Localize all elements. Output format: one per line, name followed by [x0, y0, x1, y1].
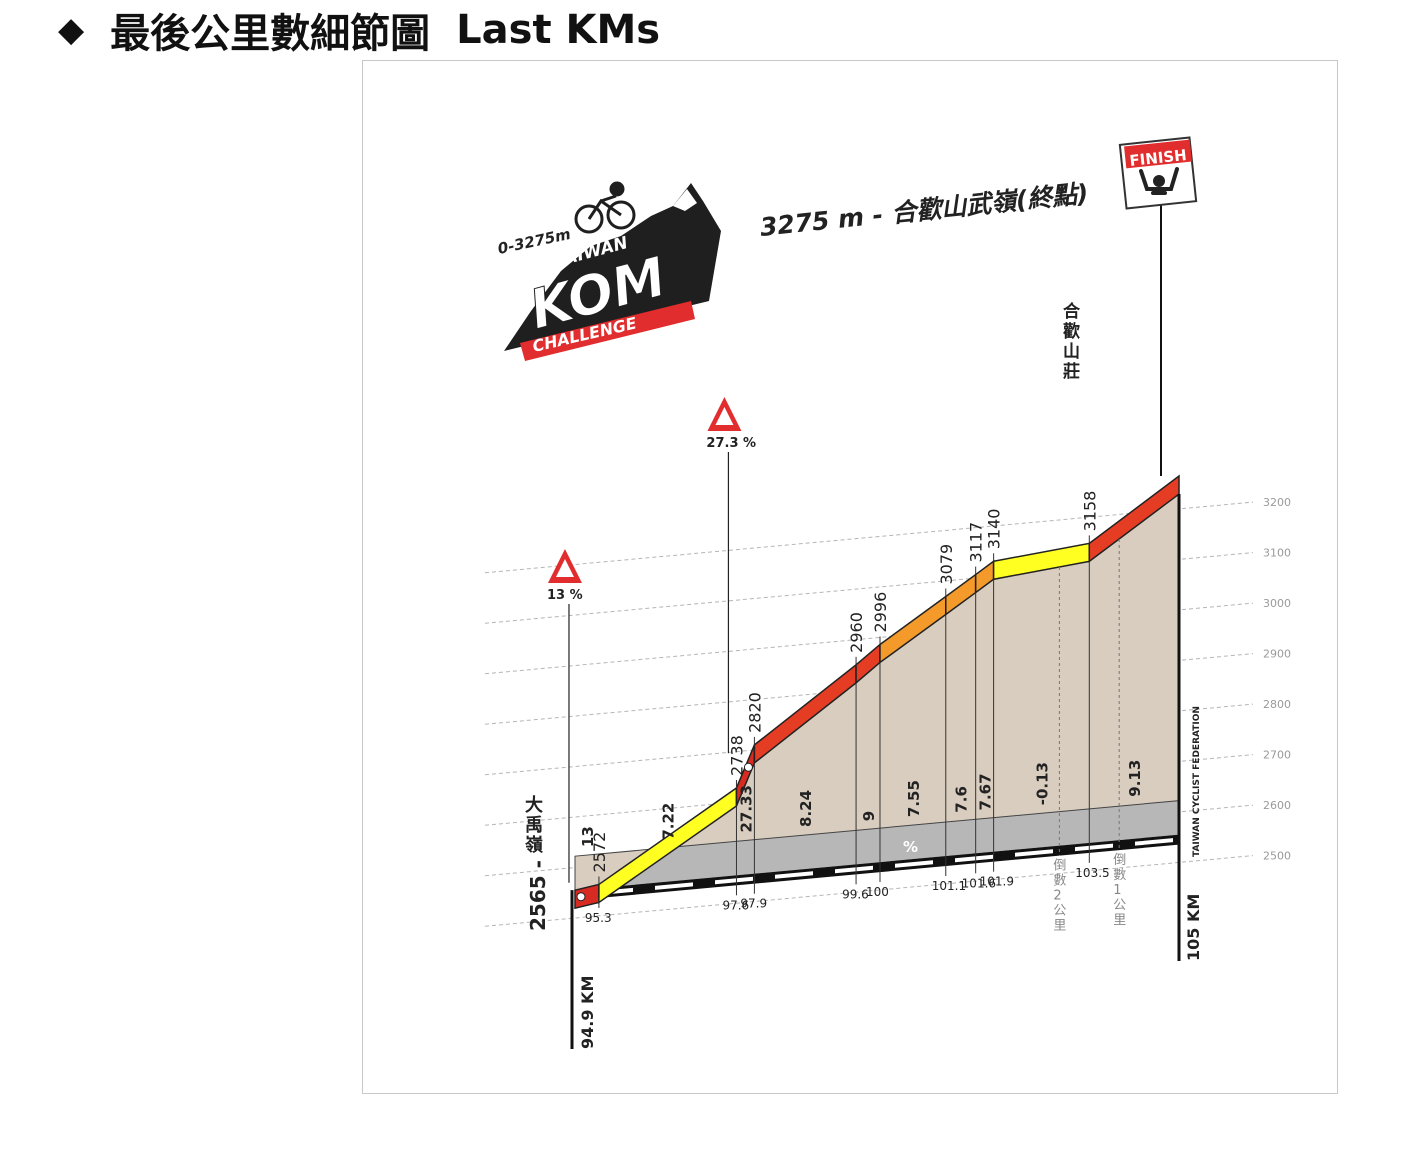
start-place-char: 禹: [525, 815, 543, 836]
km-label: 101.6: [962, 876, 996, 890]
percent-symbol: %: [903, 838, 918, 856]
finish-sign: FINISH: [1118, 136, 1198, 210]
km-strip-dash: [655, 882, 693, 890]
countdown-char: 數: [1113, 868, 1126, 883]
countdown-char: 公: [1113, 898, 1126, 913]
elevation-tick-label: 2900: [1263, 648, 1291, 661]
elevation-value: 2960: [847, 612, 866, 653]
gridline: [484, 602, 1254, 675]
summit-label: 3275 m - 合歡山武嶺(終點): [759, 179, 1090, 242]
km-label: 101.9: [980, 875, 1014, 889]
countdown-char: 里: [1113, 913, 1126, 928]
km-strip-dash: [1015, 849, 1053, 857]
climb-grade: 27.3 %: [706, 436, 756, 451]
elevation-value: 2820: [745, 692, 764, 733]
hehuan-place-char: 歡: [1063, 321, 1080, 342]
hehuan-place-char: 山: [1063, 342, 1080, 362]
start-place-char: 大: [525, 794, 543, 816]
km-label: 95.3: [585, 911, 612, 925]
countdown-char: 數: [1053, 874, 1066, 889]
segment-grade: 7.22: [660, 803, 678, 840]
page-heading: ◆ 最後公里數細節圖 Last KMs: [58, 2, 660, 58]
countdown-char: 倒: [1113, 853, 1126, 868]
start-elevation-label: 2565 -: [526, 860, 550, 931]
km-label: 99.6: [842, 887, 869, 901]
finish-rider-icon: [1139, 167, 1179, 195]
gridline: [484, 855, 1254, 927]
elevation-tick-label: 2600: [1263, 799, 1291, 812]
elevation-value: 2996: [871, 592, 890, 633]
km-strip-dash: [1075, 843, 1113, 852]
hehuan-place-char: 合: [1063, 301, 1081, 322]
percent-strip: [575, 800, 1179, 891]
segment-grade: 8.24: [797, 790, 815, 827]
climb-marker: [743, 762, 753, 772]
km-strip-dash: [775, 871, 813, 879]
diamond-bullet-icon: ◆: [58, 10, 85, 50]
km-label: 103.5: [1075, 866, 1109, 880]
km-base-strip: [575, 834, 1179, 901]
segment-grade: 27.33: [737, 785, 755, 832]
segment-grade: 7.55: [905, 780, 923, 817]
km-label: 97.9: [740, 897, 767, 911]
profile-body: %: [574, 474, 1180, 910]
logo-ribbon: [520, 301, 695, 361]
elevation-value: 2738: [727, 735, 746, 776]
profile-guide-lines: [568, 201, 1181, 1049]
km-strip-dash: [715, 876, 753, 885]
countdown-char: 2: [1053, 889, 1061, 904]
km-label: 97.6: [722, 898, 749, 912]
federation-label: TAIWAN CYCLIST FEDERATION: [1192, 706, 1202, 857]
start-km-label: 94.9 KM: [578, 976, 597, 1049]
countdown-char: 公: [1053, 904, 1066, 919]
elevation-tick-label: 2500: [1263, 850, 1291, 863]
bicycle-icon: [574, 181, 636, 234]
elevation-tick-label: 2800: [1263, 698, 1291, 711]
elevation-value: 3079: [937, 544, 956, 585]
elevation-tick-label: 3000: [1263, 597, 1291, 610]
km-strip-dash: [955, 854, 993, 863]
segment-grade: 9.13: [1126, 760, 1144, 797]
elevation-value: 3117: [967, 522, 986, 563]
km-label: 100: [866, 885, 889, 899]
segment-grade: 7.6: [953, 786, 971, 813]
elevation-value: 3140: [985, 509, 1004, 550]
climb-grade: 13 %: [547, 588, 583, 603]
segment-grade: 7.67: [977, 773, 995, 810]
segment-grade: 13: [579, 826, 597, 847]
finish-label: FINISH: [1129, 146, 1188, 170]
page-title-chinese: 最後公里數細節圖: [110, 11, 431, 57]
countdown-char: 1: [1113, 883, 1121, 898]
km-strip-dash: [895, 860, 933, 868]
start-place-char: 嶺: [525, 835, 543, 856]
countdown-char: 倒: [1053, 859, 1066, 874]
hehuan-place-char: 莊: [1063, 361, 1080, 382]
km-label: 101.1: [932, 879, 966, 893]
profile-frame: 2500 2600 2700 2800 2900 3000 3100 3200 % 2572 2…: [362, 60, 1338, 1094]
km-strip-dash: [1135, 838, 1173, 846]
elevation-tick-label: 3200: [1263, 496, 1291, 509]
page-title-english: Last KMs: [456, 7, 661, 53]
elevation-tick-label: 3100: [1263, 547, 1291, 560]
elevation-tick-label: 2700: [1263, 749, 1291, 762]
elevation-value: 3158: [1080, 491, 1099, 532]
kom-logo: 0-3275m TAIWAN KOM CHALLENGE: [496, 181, 721, 361]
gridline: [484, 552, 1254, 624]
elevation-value: 2572: [590, 832, 609, 873]
km-strip-dash: [835, 865, 873, 874]
segment-grade: 9: [860, 811, 878, 821]
logo-peak-snow: [673, 189, 697, 211]
end-km-label: 105 KM: [1184, 894, 1203, 961]
segment-grade: -0.13: [1033, 762, 1051, 805]
climb-marker: [576, 892, 586, 902]
countdown-char: 里: [1053, 919, 1066, 934]
gridline: [484, 501, 1254, 574]
